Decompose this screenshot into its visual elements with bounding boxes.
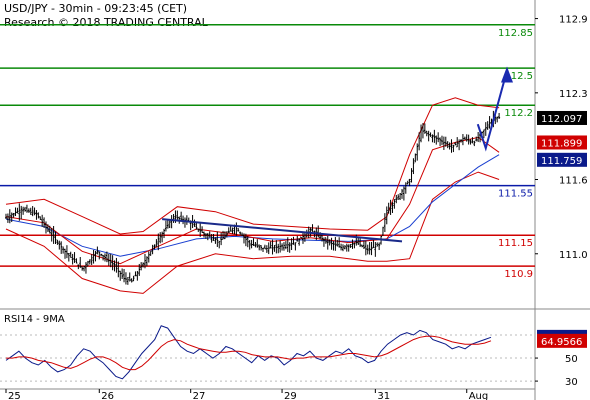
level-label: 112.85 bbox=[498, 28, 533, 39]
trendline bbox=[162, 218, 403, 243]
price-badge-label: 111.899 bbox=[541, 138, 582, 149]
level-label: 112.2 bbox=[504, 108, 533, 119]
chart-copyright: Research © 2018 TRADING CENTRAL bbox=[4, 16, 208, 29]
level-label: 111.15 bbox=[498, 238, 533, 249]
x-tick-label: Aug bbox=[469, 391, 489, 400]
ma-slow-line bbox=[5, 154, 500, 257]
x-tick-label: 31 bbox=[377, 391, 390, 400]
rsi-title: RSI14 - 9MA bbox=[4, 314, 65, 325]
rsi-series-rsi bbox=[5, 325, 492, 380]
chart-title: USD/JPY - 30min - 09:23:45 (CET) bbox=[4, 2, 188, 15]
forecast-arrowhead-icon bbox=[501, 66, 513, 83]
level-label: 112.5 bbox=[504, 71, 533, 82]
price-badge-label: 112.097 bbox=[541, 114, 582, 125]
price-badge-last bbox=[537, 110, 587, 125]
rsi-y-tick-label: 50 bbox=[565, 354, 578, 365]
y-tick-label: 111.6 bbox=[559, 175, 588, 186]
level-label: 111.55 bbox=[498, 189, 533, 200]
price-badge-ma bbox=[537, 152, 587, 167]
price-badge-bid bbox=[537, 135, 587, 150]
rsi-badge-label: 64.9566 bbox=[541, 337, 582, 348]
rsi-y-tick-label: 30 bbox=[565, 377, 578, 388]
level-label: 110.9 bbox=[504, 269, 533, 280]
forecast-arrow-line bbox=[476, 70, 508, 152]
x-tick-label: 26 bbox=[101, 391, 114, 400]
y-tick-label: 111.0 bbox=[559, 250, 588, 261]
rsi-series-signal bbox=[6, 335, 492, 371]
price-badge-label: 111.759 bbox=[541, 156, 582, 167]
bollinger-lower-line bbox=[5, 171, 500, 294]
bollinger-upper-line bbox=[5, 97, 500, 235]
y-tick-label: 112.9 bbox=[559, 15, 588, 26]
rsi-badge-signal bbox=[537, 333, 587, 348]
x-tick-label: 25 bbox=[8, 391, 21, 400]
y-tick-label: 112.3 bbox=[559, 89, 588, 100]
x-tick-label: 29 bbox=[284, 391, 297, 400]
x-tick-label: 27 bbox=[193, 391, 206, 400]
